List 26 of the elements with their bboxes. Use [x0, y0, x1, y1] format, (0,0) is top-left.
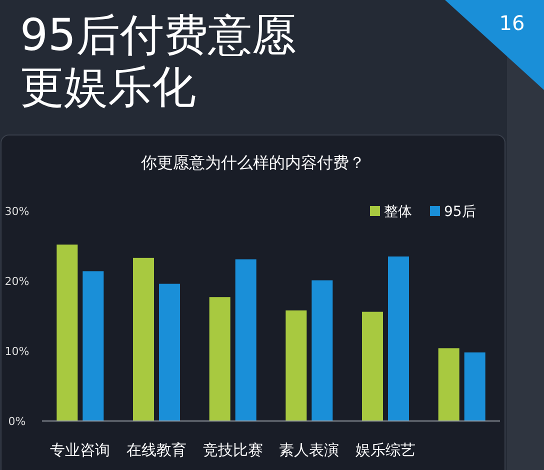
- bar: [159, 284, 180, 421]
- bar: [82, 271, 104, 421]
- bar: [362, 312, 383, 421]
- x-tick-label: 素人表演: [279, 441, 340, 459]
- legend-label: 整体: [384, 204, 412, 220]
- x-tick-label: 在线教育: [126, 441, 186, 459]
- legend-label: 95后: [444, 204, 476, 220]
- chart-title: 95后付费意愿更娱乐化: [20, 10, 296, 113]
- bar: [312, 280, 333, 421]
- y-tick-label: 0%: [8, 415, 26, 428]
- y-tick-label: 10%: [4, 345, 30, 358]
- bar: [56, 244, 78, 421]
- bar: [464, 352, 486, 421]
- text: 16: [499, 11, 525, 35]
- y-tick-label: 20%: [4, 275, 30, 288]
- bar: [438, 348, 460, 421]
- bar: [209, 297, 230, 421]
- chart-subtitle: 你更愿意为什么样的内容付费？: [140, 153, 365, 172]
- bar: [133, 258, 154, 421]
- x-tick-label: 专业咨询: [50, 441, 110, 459]
- bar: [388, 256, 409, 421]
- x-tick-label: 娱乐综艺: [356, 441, 416, 459]
- y-tick-label: 30%: [4, 205, 30, 218]
- bar: [235, 259, 256, 421]
- x-tick-label: 竞技比赛: [202, 441, 263, 459]
- bar: [286, 310, 307, 421]
